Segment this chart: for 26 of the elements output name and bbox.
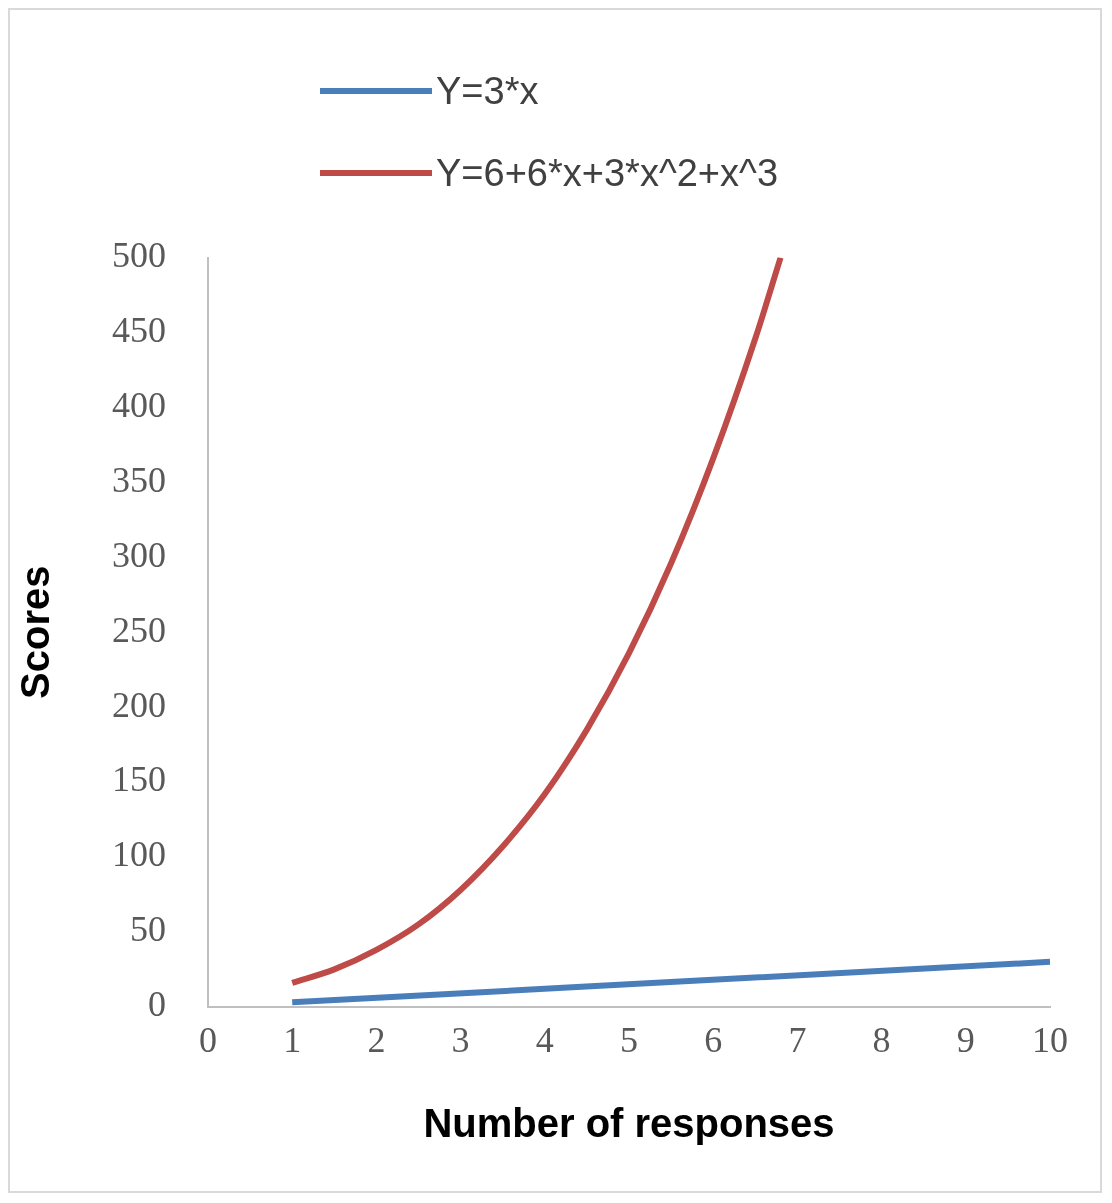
legend-label: Y=3*x bbox=[436, 69, 539, 113]
x-tick-label: 9 bbox=[956, 1019, 975, 1060]
legend-label: Y=6+6*x+3*x^2+x^3 bbox=[436, 151, 779, 195]
y-tick-label: 0 bbox=[148, 984, 166, 1025]
x-tick-label: 7 bbox=[788, 1019, 807, 1060]
y-tick-label: 350 bbox=[112, 459, 166, 500]
y-tick-label: 500 bbox=[112, 235, 166, 276]
y-axis-title: Scores bbox=[13, 565, 58, 699]
y-tick-label: 250 bbox=[112, 609, 166, 650]
x-axis-title: Number of responses bbox=[423, 1101, 835, 1146]
x-tick-label: 10 bbox=[1032, 1019, 1068, 1060]
x-tick-label: 8 bbox=[872, 1019, 891, 1060]
x-tick-label: 0 bbox=[199, 1019, 217, 1060]
y-tick-label: 200 bbox=[112, 684, 166, 725]
x-tick-label: 6 bbox=[704, 1019, 723, 1060]
x-tick-label: 2 bbox=[367, 1019, 386, 1060]
x-tick-label: 4 bbox=[535, 1019, 554, 1060]
y-tick-label: 300 bbox=[112, 534, 166, 575]
y-tick-label: 50 bbox=[130, 909, 166, 950]
y-tick-label: 100 bbox=[112, 834, 166, 875]
x-tick-label: 3 bbox=[451, 1019, 470, 1060]
y-tick-label: 150 bbox=[112, 759, 166, 800]
x-tick-label: 5 bbox=[620, 1019, 638, 1060]
x-tick-label: 1 bbox=[283, 1019, 302, 1060]
y-tick-label: 450 bbox=[112, 309, 166, 350]
y-tick-label: 400 bbox=[112, 384, 166, 425]
